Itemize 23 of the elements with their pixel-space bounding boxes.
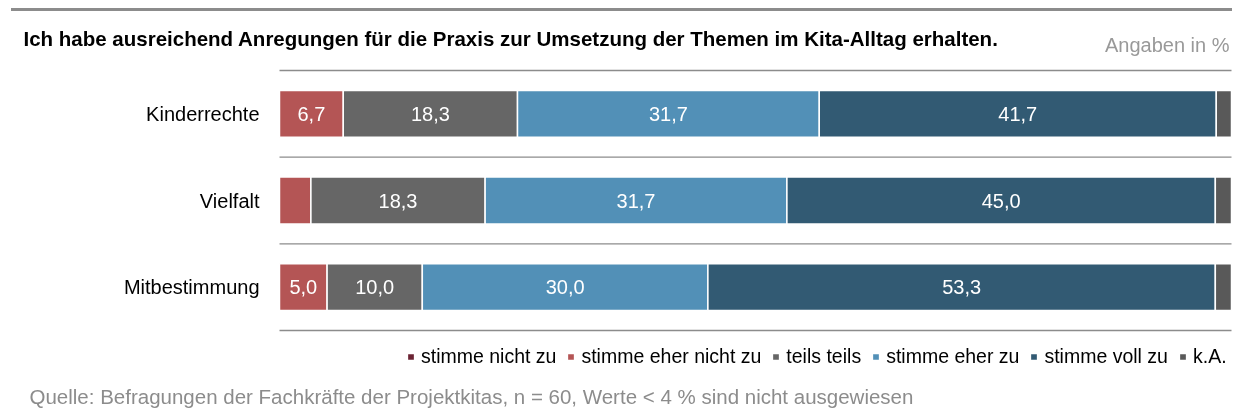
data-label: 5,0 [289, 276, 318, 299]
legend-label: stimme voll zu [1044, 345, 1168, 368]
data-label: 31,7 [648, 102, 688, 125]
data-label: 6,7 [297, 102, 326, 125]
chart-title: Ich habe ausreichend Anregungen für die Praxis zur Umsetzung der Themen im Kita-Alltag erhalten. [23, 27, 998, 50]
data-label: 31,7 [616, 189, 656, 212]
data-label: 45,0 [981, 189, 1021, 212]
y-tick-label: Mitbestimmung [123, 276, 260, 299]
legend-label: stimme eher nicht zu [581, 345, 762, 368]
data-label: 30,0 [545, 276, 585, 299]
y-tick-label: Vielfalt [199, 189, 260, 212]
data-label: 18,3 [378, 189, 418, 212]
legend-label: stimme eher zu [886, 345, 1020, 368]
data-label: 18,3 [410, 102, 450, 125]
data-label: 41,7 [998, 102, 1038, 125]
source-note: Quelle: Befragungen der Fachkräfte der Projektkitas, n = 60, Werte < 4 % sind nicht ausgewiesen [29, 385, 914, 408]
legend-label: stimme nicht zu [421, 345, 557, 368]
y-tick-label: Kinderrechte [146, 102, 260, 125]
data-label: 53,3 [942, 276, 982, 299]
data-label: 10,0 [355, 276, 395, 299]
chart-subtitle: Angaben in % [1104, 33, 1230, 56]
legend-label: k.A. [1192, 345, 1227, 368]
legend-label: teils teils [786, 345, 862, 368]
